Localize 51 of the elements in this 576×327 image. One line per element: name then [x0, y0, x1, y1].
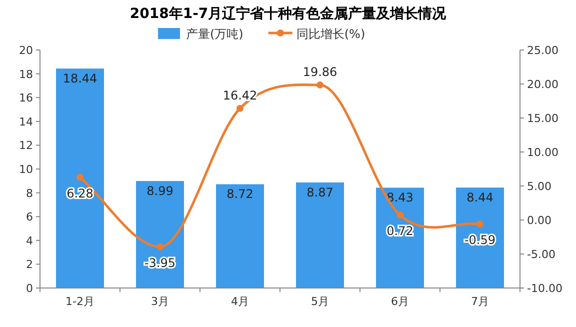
data-label: 6.28	[66, 186, 94, 200]
bar	[56, 68, 104, 288]
y-tick-label: 8	[26, 186, 33, 200]
data-label: 18.44	[62, 72, 98, 86]
bar	[376, 188, 424, 288]
y-tick-label: 18	[19, 68, 33, 81]
y-tick-label: 12	[19, 139, 33, 152]
y-tick-label: 2	[26, 258, 33, 272]
data-label: 8.44	[466, 190, 494, 205]
x-tick-label: 1-2月	[66, 295, 94, 308]
bar	[296, 182, 344, 288]
x-tick-label: 6月	[391, 295, 409, 308]
y2-tick-label: 25.00	[527, 44, 558, 57]
x-tick-label: 4月	[231, 295, 249, 308]
point	[396, 212, 404, 219]
bar	[456, 188, 504, 288]
y-tick-label: 0	[26, 282, 33, 295]
bar	[216, 184, 264, 288]
y-tick-label: 4	[26, 234, 33, 248]
y2-tick-label: 10.00	[527, 146, 558, 159]
legend-label: 同比增长(%)	[296, 27, 366, 41]
y-tick-label: 20	[19, 44, 33, 57]
data-label: -0.59	[464, 233, 496, 248]
y2-tick-label: 15.00	[527, 112, 558, 125]
chart-title: 2018年1-7月辽宁省十种有色金属产量及增长情况	[130, 5, 448, 22]
y2-tick-label: 5.00	[527, 180, 552, 193]
data-label: 8.87	[306, 185, 334, 200]
bar	[136, 181, 184, 288]
y-tick-label: 6	[26, 210, 33, 224]
x-tick-label: 5月	[311, 295, 329, 308]
point	[316, 81, 324, 88]
y-tick-label: 14	[19, 115, 33, 128]
point	[76, 174, 84, 181]
point	[236, 104, 244, 112]
data-label: 0.72	[386, 224, 414, 238]
y2-tick-label: 0.00	[527, 214, 552, 227]
y-tick-label: 16	[19, 92, 33, 105]
x-tick-label: 3月	[151, 295, 169, 308]
y2-tick-label: -10.00	[527, 282, 562, 295]
data-label: 8.99	[146, 184, 174, 198]
data-label: -3.95	[144, 256, 176, 270]
data-label: 16.42	[222, 88, 258, 102]
point	[476, 220, 484, 228]
point	[156, 243, 164, 250]
y2-tick-label: 20.00	[527, 78, 558, 91]
y-tick-label: 10	[19, 163, 33, 176]
legend-label: 产量(万吨)	[186, 27, 244, 41]
y2-tick-label: -5.00	[527, 248, 556, 261]
x-tick-label: 7月	[471, 295, 489, 308]
data-label: 8.72	[226, 187, 254, 202]
data-label: 19.86	[302, 64, 338, 79]
